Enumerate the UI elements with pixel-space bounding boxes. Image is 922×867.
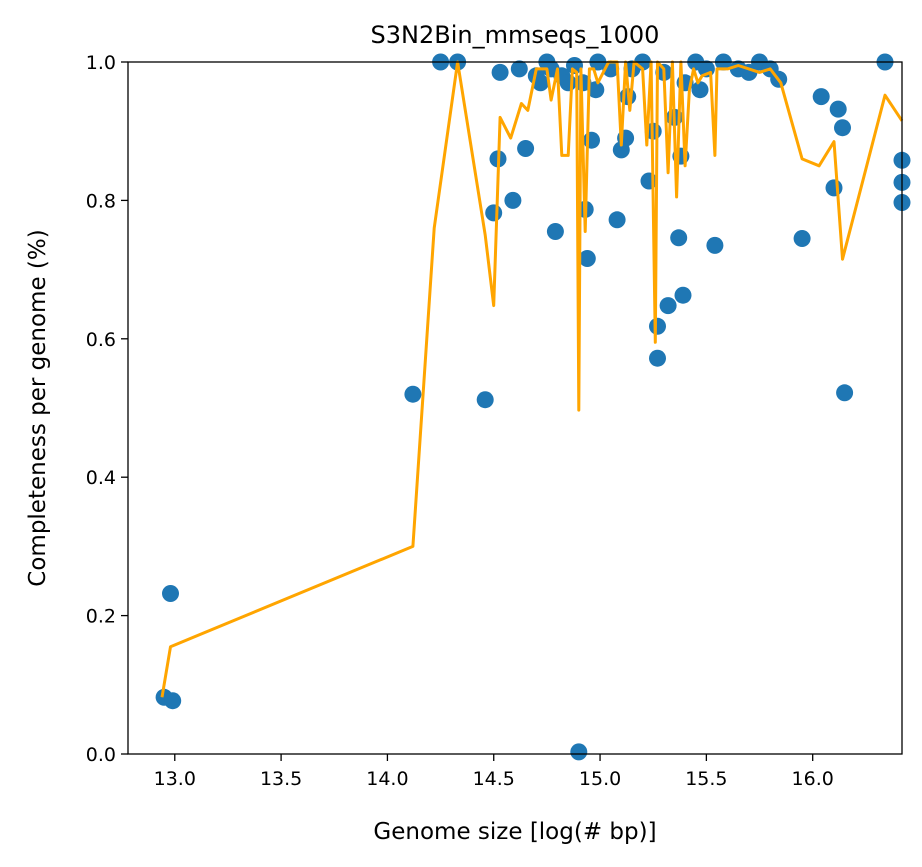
scatter-point-40 <box>659 297 677 315</box>
x-tick-label-5: 15.5 <box>685 768 727 790</box>
chart-title: S3N2Bin_mmseqs_1000 <box>371 21 660 49</box>
scatter-point-49 <box>706 236 724 254</box>
y-tick-label-5: 1.0 <box>86 52 116 74</box>
scatter-point-6 <box>476 391 494 409</box>
scatter-point-25 <box>583 131 600 149</box>
y-axis-label: Completeness per genome (%) <box>25 229 51 586</box>
scatter-point-47 <box>691 81 709 99</box>
y-tick-label-4: 0.8 <box>86 190 116 212</box>
x-tick-label-3: 14.5 <box>473 768 515 790</box>
scatter-point-61 <box>836 384 854 402</box>
scatter-point-38 <box>649 317 666 335</box>
scatter-point-9 <box>491 63 509 81</box>
x-axis-label: Genome size [log(# bp)] <box>373 819 656 845</box>
scatter-point-60 <box>834 119 851 137</box>
scatter-point-14 <box>532 74 549 92</box>
scatter-point-44 <box>674 286 692 304</box>
scatter-point-29 <box>608 211 626 229</box>
plot-frame <box>127 61 903 755</box>
scatter-point-20 <box>566 57 583 74</box>
scatter-point-1 <box>162 585 179 602</box>
y-tick-label-0: 0.0 <box>86 744 116 766</box>
scatter-point-59 <box>829 100 847 118</box>
scatter-point-10 <box>504 191 522 209</box>
scatter-point-35 <box>640 172 658 190</box>
x-tick-label-1: 13.5 <box>260 768 302 790</box>
scatter-point-19 <box>559 74 577 92</box>
axis-ticks: 13.0 13.5 14.0 14.5 15.0 15.5 16.0 0.0 0.2 0.4 0.6… <box>86 52 834 790</box>
scatter-point-21 <box>570 743 588 761</box>
scatter-point-37 <box>649 349 666 367</box>
x-tick-label-6: 16.0 <box>792 768 834 790</box>
y-tick-label-2: 0.4 <box>86 467 116 489</box>
x-tick-label-0: 13.0 <box>154 768 196 790</box>
scatter-point-17 <box>546 223 564 240</box>
scatter-point-26 <box>587 81 605 99</box>
scatter-point-11 <box>510 60 528 78</box>
scatter-point-3 <box>404 385 422 403</box>
scatter-point-58 <box>825 179 843 197</box>
scatter-point-7 <box>485 204 503 222</box>
x-tick-label-2: 14.0 <box>366 768 408 790</box>
scatter-point-56 <box>793 230 811 247</box>
x-tick-label-4: 15.0 <box>579 768 621 790</box>
scatter-point-2 <box>164 692 182 710</box>
y-tick-label-1: 0.2 <box>86 606 116 628</box>
scatter-point-57 <box>812 88 830 106</box>
scatter-point-12 <box>517 140 535 157</box>
scatter-point-24 <box>578 250 596 267</box>
scatter-point-22 <box>574 74 592 92</box>
scatter-point-42 <box>670 229 688 247</box>
y-tick-label-3: 0.6 <box>86 329 116 351</box>
